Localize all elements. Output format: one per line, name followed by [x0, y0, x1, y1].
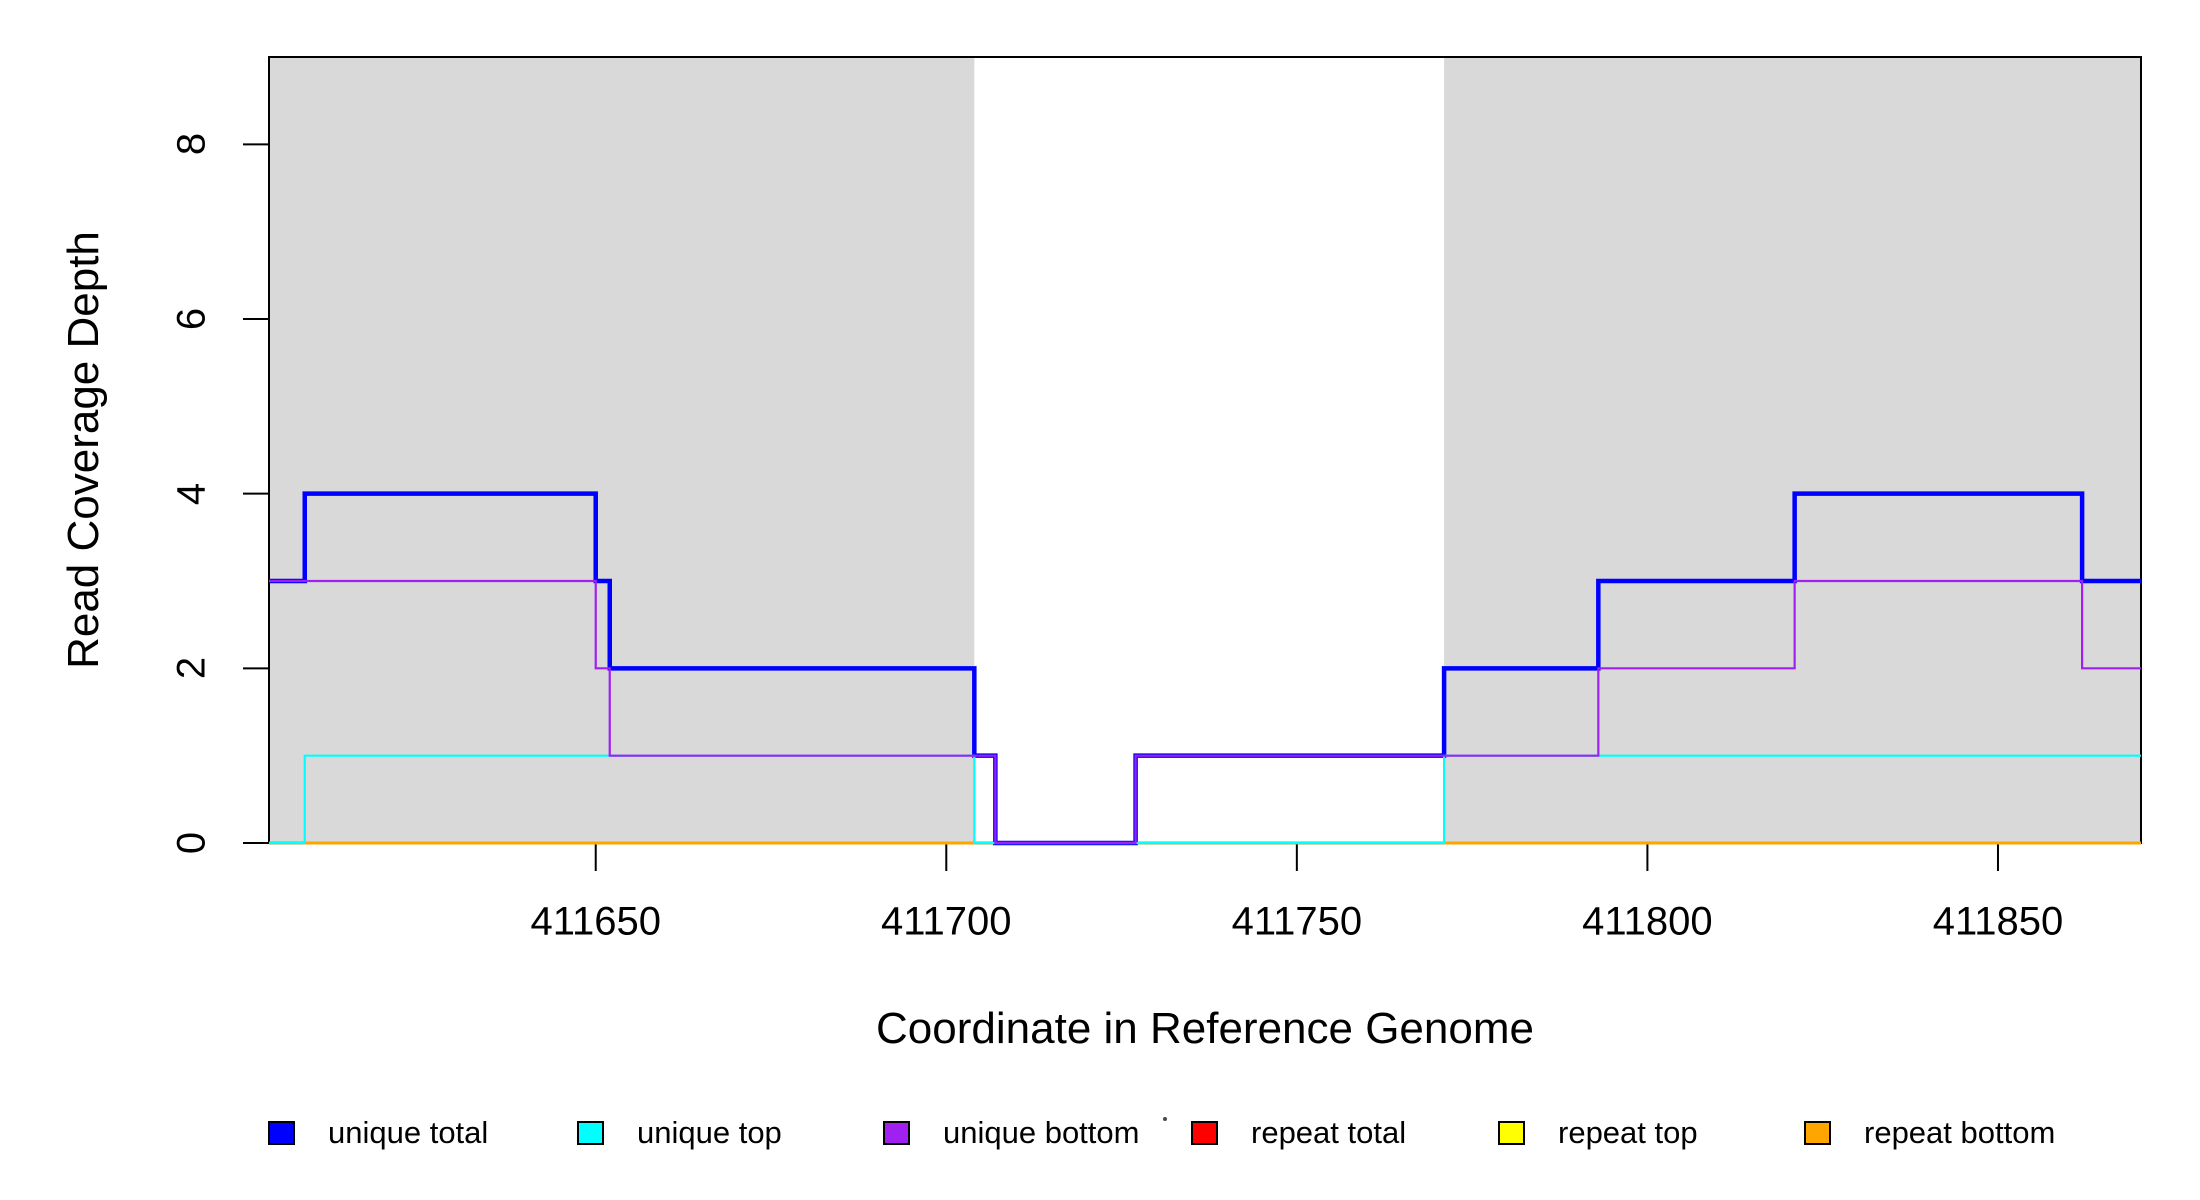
series-unique-top	[269, 754, 2141, 845]
series-unique-bottom	[269, 579, 2141, 845]
x-tick-label-411800: 411800	[1582, 899, 1713, 944]
y-tick-label-2: 2	[169, 657, 214, 680]
y-axis-title: Read Coverage Depth	[59, 231, 108, 669]
shaded-region-2	[1444, 57, 2141, 843]
x-tick-label-411700: 411700	[881, 899, 1012, 944]
y-tick-label-4: 4	[169, 482, 214, 505]
x-tick-label-411750: 411750	[1231, 899, 1363, 944]
x-tick-label-411850: 411850	[1932, 899, 2064, 944]
y-tick-label-6: 6	[169, 307, 214, 331]
stray-dot	[1163, 1117, 1167, 1121]
x-axis-title: Coordinate in Reference Genome	[876, 1004, 1534, 1053]
y-tick-label-0: 0	[169, 831, 214, 855]
shaded-region-1	[269, 57, 975, 843]
y-tick-label-8: 8	[169, 133, 214, 156]
x-tick-label-411650: 411650	[530, 899, 661, 944]
